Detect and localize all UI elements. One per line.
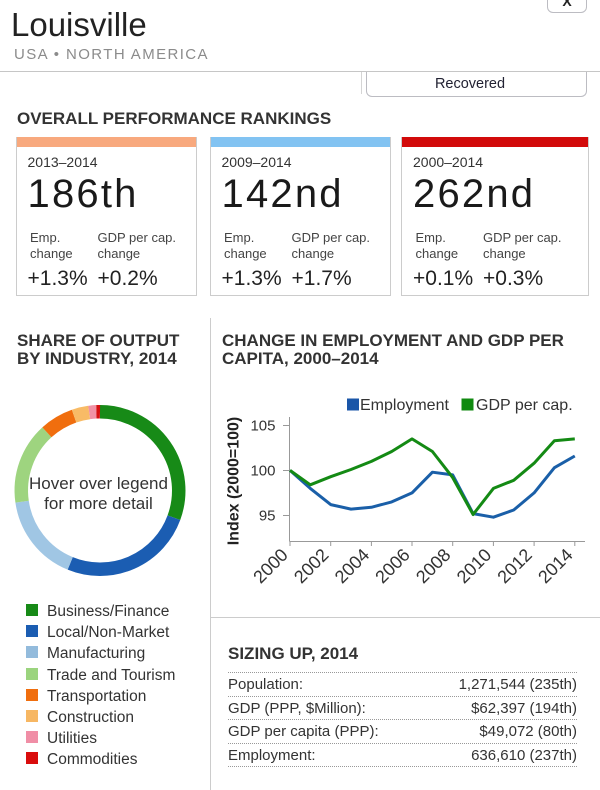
svg-text:2012: 2012	[493, 545, 535, 587]
svg-text:2008: 2008	[412, 545, 454, 587]
svg-text:2004: 2004	[331, 545, 373, 587]
svg-text:GDP per cap.: GDP per cap.	[476, 397, 573, 414]
svg-text:105: 105	[250, 418, 275, 435]
svg-text:100: 100	[250, 463, 275, 480]
svg-text:2010: 2010	[453, 545, 495, 587]
svg-text:Index (2000=100): Index (2000=100)	[226, 417, 243, 546]
svg-text:2006: 2006	[371, 545, 413, 587]
svg-text:2000: 2000	[249, 545, 291, 587]
svg-text:2014: 2014	[534, 545, 576, 587]
svg-text:Employment: Employment	[360, 397, 449, 414]
svg-text:2002: 2002	[290, 545, 332, 587]
svg-text:95: 95	[259, 508, 276, 525]
